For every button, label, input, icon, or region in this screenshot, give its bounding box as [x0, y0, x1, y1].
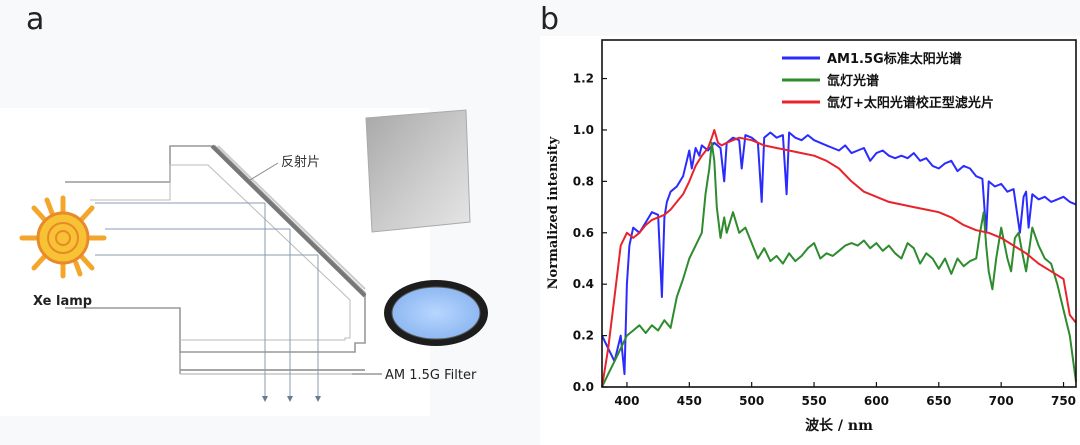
filter-glass-plate — [365, 109, 471, 233]
spectrum-chart: 400 450 500 550 600 650 700 750 0.0 0.2 0.4 0.6 0.8 1… — [540, 36, 1080, 445]
y-tick-label: 0.8 — [573, 174, 594, 188]
legend-label-2: 氙灯光谱 — [827, 73, 879, 89]
ray-2-arrow-icon — [287, 396, 293, 402]
series-line-1 — [601, 131, 1077, 376]
filter-label: AM 1.5G Filter — [385, 368, 477, 383]
y-tick-label: 1.2 — [573, 72, 594, 86]
x-tick-label: 750 — [1051, 394, 1076, 408]
reflector-label: 反射片 — [281, 154, 320, 170]
plot-frame — [601, 39, 1077, 388]
y-axis-label: Normalized intensity — [546, 136, 561, 289]
x-tick-label: 700 — [989, 394, 1014, 408]
x-tick-label: 400 — [614, 394, 639, 408]
plot-lines-group — [601, 129, 1077, 388]
x-tick-label: 600 — [864, 394, 889, 408]
x-tick-label: 650 — [926, 394, 951, 408]
y-tick-label: 0.0 — [573, 380, 594, 394]
panel-a-label: a — [26, 2, 45, 37]
axis-group: 400 450 500 550 600 650 700 750 0.0 0.2 0.4 0.6 0.8 1… — [573, 72, 1076, 408]
sun-icon — [19, 195, 107, 279]
x-tick-label: 550 — [802, 394, 827, 408]
housing-outline — [65, 145, 366, 353]
y-tick-label: 1.0 — [573, 123, 594, 137]
y-tick-label: 0.6 — [573, 226, 594, 240]
x-tick-label: 450 — [677, 394, 702, 408]
reflector-mirror — [210, 144, 367, 298]
round-filter-lens — [384, 280, 488, 346]
panel-b: b 400 450 500 550 600 650 700 750 0.0 0.2 0.4 0.6 0.… — [540, 0, 1080, 445]
y-tick-label: 0.4 — [573, 277, 594, 291]
series-line-3 — [601, 129, 1077, 388]
x-tick-label: 500 — [739, 394, 764, 408]
panel-a: a — [19, 2, 488, 402]
y-tick-label: 0.2 — [573, 329, 594, 343]
solar-simulator-diagram: 反射片 Xe lamp AM 1.5G Filter — [19, 109, 488, 402]
legend-label-1: AM1.5G标准太阳光谱 — [827, 51, 962, 67]
series-line-2 — [601, 141, 1077, 388]
housing-inner-outline — [90, 164, 351, 341]
lamp-label: Xe lamp — [33, 294, 92, 309]
reflector-leader-line — [249, 162, 279, 181]
x-axis-label: 波长 / nm — [805, 417, 873, 434]
ray-1-arrow-icon — [262, 396, 268, 402]
reflector-highlight — [217, 145, 366, 290]
legend-label-3: 氙灯+太阳光谱校正型滤光片 — [827, 95, 994, 111]
panel-b-label: b — [540, 2, 560, 37]
ray-3-arrow-icon — [315, 396, 321, 402]
